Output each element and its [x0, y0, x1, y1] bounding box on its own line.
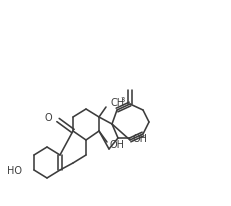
- Text: OH: OH: [109, 139, 125, 149]
- Text: O: O: [44, 112, 52, 122]
- Text: CH: CH: [110, 97, 125, 108]
- Text: 3: 3: [119, 97, 124, 103]
- Text: OH: OH: [132, 133, 147, 143]
- Text: HO: HO: [7, 165, 22, 175]
